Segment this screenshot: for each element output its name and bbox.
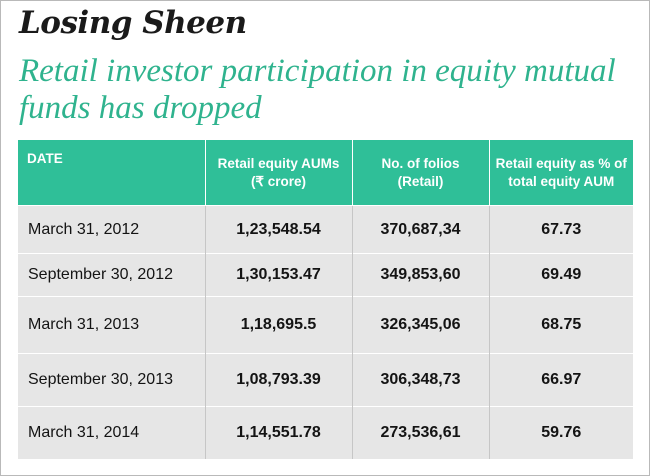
cell-retail-equity-percent: 59.76 [489, 406, 633, 459]
header-date-label: DATE [27, 151, 63, 166]
header-line: (₹ crore) [250, 173, 307, 189]
cell-date: March 31, 2014 [18, 406, 206, 459]
header-row: DATE Retail equity AUMs (₹ crore) No. of… [18, 140, 633, 206]
table-row: March 31, 2012 1,23,548.54 370,687,34 67… [18, 205, 633, 254]
page-subtitle: Retail investor participation in equity … [19, 53, 616, 126]
header-date: DATE [18, 140, 206, 206]
cell-retail-equity-percent: 67.73 [489, 205, 633, 254]
cell-no-of-folios: 370,687,34 [352, 205, 490, 254]
cell-retail-equity-aums: 1,08,793.39 [205, 353, 353, 407]
cell-retail-equity-aums: 1,30,153.47 [205, 253, 353, 297]
table-row: March 31, 2013 1,18,695.5 326,345,06 68.… [18, 296, 633, 354]
cell-date: March 31, 2012 [18, 205, 206, 254]
cell-date: March 31, 2013 [18, 296, 206, 354]
cell-date: September 30, 2013 [18, 353, 206, 407]
cell-retail-equity-percent: 68.75 [489, 296, 633, 354]
cell-no-of-folios: 349,853,60 [352, 253, 490, 297]
page-title: Losing Sheen [19, 5, 247, 41]
header-no-of-folios: No. of folios (Retail) [352, 140, 490, 206]
header-line: total equity AUM [508, 173, 615, 189]
table-header: DATE Retail equity AUMs (₹ crore) No. of… [18, 140, 633, 206]
header-line: Retail equity AUMs [217, 155, 340, 171]
table-row: September 30, 2012 1,30,153.47 349,853,6… [18, 253, 633, 297]
cell-date: September 30, 2012 [18, 253, 206, 297]
header-retail-equity-aums: Retail equity AUMs (₹ crore) [205, 140, 353, 206]
cell-retail-equity-aums: 1,18,695.5 [205, 296, 353, 354]
cell-no-of-folios: 326,345,06 [352, 296, 490, 354]
header-retail-equity-percent: Retail equity as % of total equity AUM [489, 140, 633, 206]
cell-no-of-folios: 306,348,73 [352, 353, 490, 407]
data-table: DATE Retail equity AUMs (₹ crore) No. of… [18, 140, 633, 459]
cell-retail-equity-percent: 66.97 [489, 353, 633, 407]
cell-retail-equity-aums: 1,23,548.54 [205, 205, 353, 254]
cell-no-of-folios: 273,536,61 [352, 406, 490, 459]
header-line: No. of folios [381, 155, 460, 171]
header-line: (Retail) [397, 173, 444, 189]
cell-retail-equity-aums: 1,14,551.78 [205, 406, 353, 459]
table-row: September 30, 2013 1,08,793.39 306,348,7… [18, 353, 633, 407]
table-body: March 31, 2012 1,23,548.54 370,687,34 67… [18, 205, 633, 459]
header-line: Retail equity as % of [495, 155, 627, 171]
cell-retail-equity-percent: 69.49 [489, 253, 633, 297]
table-row: March 31, 2014 1,14,551.78 273,536,61 59… [18, 406, 633, 459]
